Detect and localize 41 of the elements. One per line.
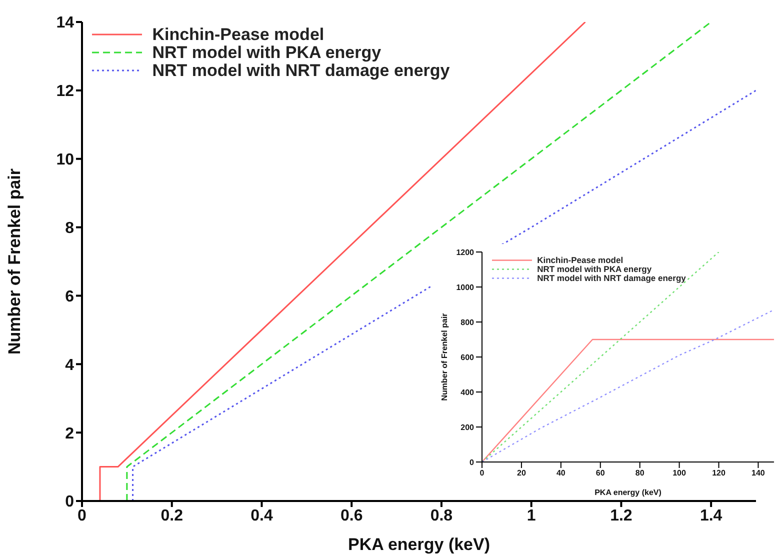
legend-label: NRT model with NRT damage energy [537,272,686,283]
legend-label: NRT model with NRT damage energy [152,60,450,80]
y-axis-title: Number of Frenkel pair [440,313,449,401]
x-axis-title: PKA energy (keV) [348,535,490,554]
y-tick-label: 0 [65,494,74,511]
legend-label: Kinchin-Pease model [537,255,624,265]
x-tick-label: 0.4 [250,507,273,524]
y-tick-label: 2 [65,425,74,442]
legend-label: NRT model with PKA energy [152,42,382,62]
x-axis-title: PKA energy (keV) [594,488,662,497]
x-tick-label: 0.8 [430,507,453,524]
y-tick-label: 400 [460,388,475,397]
y-tick-label: 8 [65,220,74,237]
x-tick-label: 60 [596,468,606,478]
x-tick-label: 0.6 [340,507,363,524]
legend-label: Kinchin-Pease model [152,25,324,44]
y-tick-label: 12 [56,83,74,100]
x-tick-label: 0.2 [160,507,184,524]
y-tick-label: 4 [65,356,74,374]
x-tick-label: 40 [556,468,566,478]
x-tick-label: 80 [635,468,645,478]
y-tick-label: 10 [56,152,74,169]
x-tick-label: 20 [517,468,526,478]
y-tick-label: 14 [56,14,74,32]
y-tick-label: 0 [470,458,475,467]
x-tick-label: 0 [78,507,87,524]
x-tick-label: 1.4 [700,507,722,524]
x-tick-label: 140 [752,468,766,478]
y-tick-label: 600 [460,352,475,362]
y-tick-label: 1000 [456,282,475,292]
y-tick-label: 800 [460,318,475,327]
legend-label: NRT model with PKA energy [537,264,652,274]
x-tick-label: 1 [526,507,536,524]
y-tick-label: 200 [460,422,475,432]
x-tick-label: 0 [480,468,485,478]
y-axis-title: Number of Frenkel pair [5,168,24,355]
y-tick-label: 1200 [456,248,475,257]
y-tick-label: 6 [65,288,74,306]
x-tick-label: 100 [672,468,687,478]
x-tick-label: 120 [712,468,726,478]
x-tick-label: 1.2 [610,507,632,524]
